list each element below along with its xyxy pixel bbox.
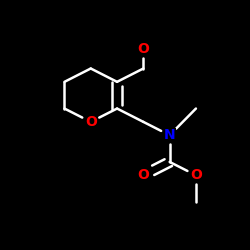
Text: O: O <box>138 168 149 182</box>
Text: O: O <box>190 168 202 182</box>
Text: O: O <box>85 115 97 129</box>
Text: O: O <box>138 42 149 56</box>
Text: N: N <box>164 128 175 142</box>
